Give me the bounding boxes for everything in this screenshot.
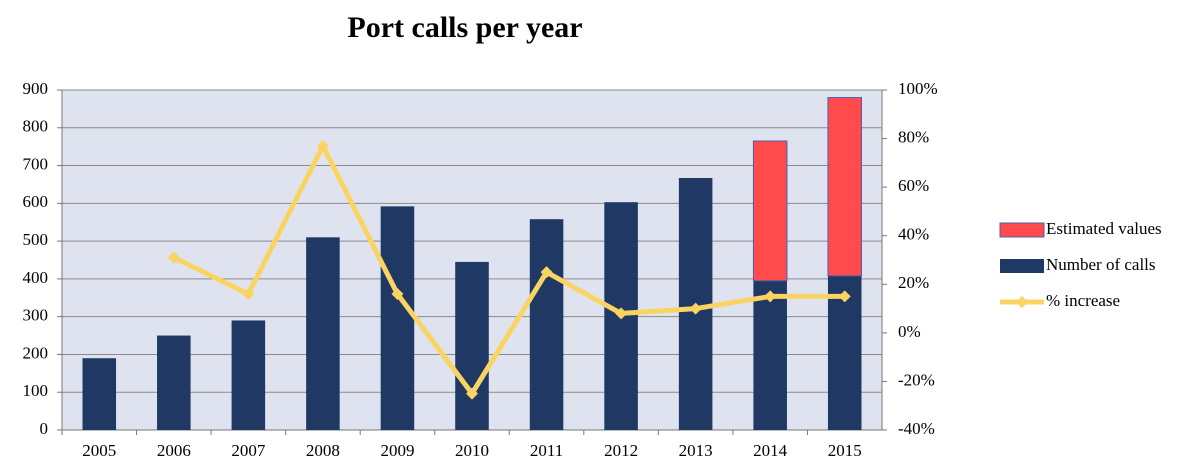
legend-label: Estimated values xyxy=(1046,219,1162,238)
y2-tick-label: 100% xyxy=(898,79,938,98)
bar xyxy=(752,140,788,282)
line-marker xyxy=(689,302,702,315)
legend-label: Number of calls xyxy=(1046,255,1156,274)
bar xyxy=(827,97,862,277)
line xyxy=(172,143,845,397)
bar xyxy=(82,358,117,430)
line-marker xyxy=(615,307,628,320)
y-tick-label: 600 xyxy=(23,192,49,211)
y-tick-label: 900 xyxy=(23,79,49,98)
x-tick-label: 2008 xyxy=(306,441,340,460)
x-tick-label: 2015 xyxy=(828,441,862,460)
y-tick-label: 800 xyxy=(23,117,49,136)
bar xyxy=(306,237,340,430)
line-marker xyxy=(316,139,329,152)
y2-tick-label: 0% xyxy=(898,322,921,341)
x-tick-label: 2011 xyxy=(530,441,563,460)
y-tick-label: 100 xyxy=(23,381,49,400)
y2-tick-label: 20% xyxy=(898,273,929,292)
line-marker xyxy=(391,288,404,300)
line-marker xyxy=(167,251,180,264)
x-tick-label: 2014 xyxy=(753,441,788,460)
bar xyxy=(157,335,191,430)
bar xyxy=(231,320,266,430)
bar xyxy=(529,219,564,430)
line-marker xyxy=(540,266,553,279)
y2-tick-label: 60% xyxy=(898,176,929,195)
y-tick-label: 300 xyxy=(23,306,49,325)
x-tick-label: 2012 xyxy=(604,441,638,460)
legend-swatch xyxy=(999,222,1045,238)
x-tick-label: 2006 xyxy=(157,441,191,460)
x-tick-label: 2013 xyxy=(679,441,713,460)
line-marker xyxy=(466,387,478,400)
bar xyxy=(380,206,415,430)
y-tick-label: 200 xyxy=(23,343,49,362)
y2-tick-label: 80% xyxy=(898,127,929,146)
y-tick-label: 500 xyxy=(23,230,49,249)
x-tick-label: 2010 xyxy=(455,441,489,460)
y-tick-label: 0 xyxy=(40,419,49,438)
y2-tick-label: 40% xyxy=(898,225,929,244)
y2-tick-label: -20% xyxy=(898,370,935,389)
line-marker xyxy=(242,288,255,300)
x-tick-label: 2009 xyxy=(380,441,414,460)
bar xyxy=(753,280,787,430)
line-marker xyxy=(838,290,851,303)
chart-title: Port calls per year xyxy=(347,11,582,44)
y2-tick-label: -40% xyxy=(898,419,935,438)
legend-swatch xyxy=(1000,259,1044,273)
line-marker xyxy=(764,290,777,303)
x-tick-label: 2007 xyxy=(231,441,266,460)
legend-marker xyxy=(1016,296,1028,308)
y-tick-label: 400 xyxy=(23,268,49,287)
bar xyxy=(455,261,489,430)
legend-label: % increase xyxy=(1046,291,1120,310)
x-tick-label: 2005 xyxy=(82,441,116,460)
y-tick-label: 700 xyxy=(23,154,49,173)
